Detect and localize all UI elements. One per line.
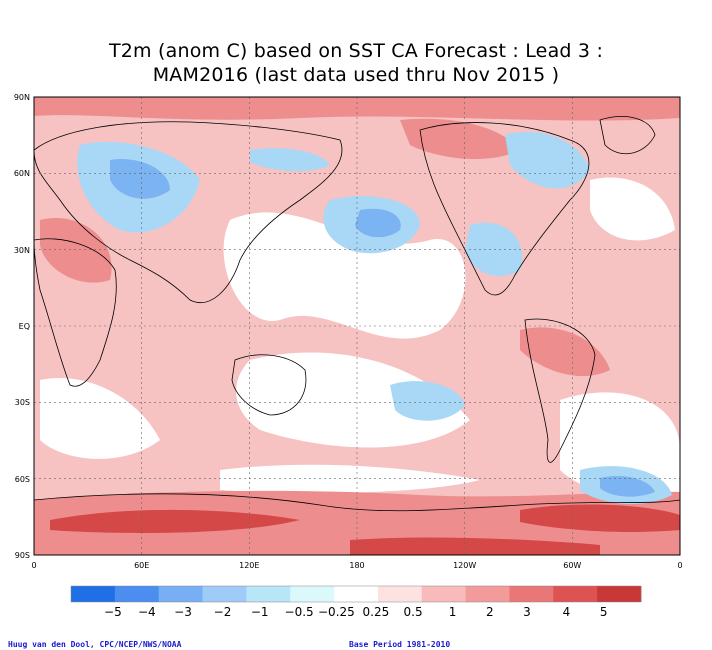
lat-tick-label: 60N xyxy=(14,169,30,178)
coastline-south-america xyxy=(524,318,596,463)
legend-label: −4 xyxy=(138,605,156,619)
coastline-greenland xyxy=(599,116,656,154)
legend-swatch xyxy=(597,586,642,602)
field-cool xyxy=(250,148,330,172)
coastlines xyxy=(34,116,680,512)
field-hot xyxy=(50,509,300,533)
field-hot xyxy=(350,537,600,555)
legend-swatch xyxy=(114,586,160,602)
legend-label: −2 xyxy=(214,605,232,619)
grid-lines xyxy=(34,97,680,555)
legend-label: 4 xyxy=(563,605,571,619)
lon-tick-label: 0 xyxy=(31,561,36,570)
title-line-1: T2m (anom C) based on SST CA Forecast : … xyxy=(108,40,604,62)
lon-axis: 0 60E 120E 180 120W 60W 0 xyxy=(31,561,682,570)
coastline-eurasia xyxy=(34,121,343,303)
map-frame xyxy=(33,96,681,556)
legend-swatches xyxy=(71,586,642,602)
field-warm xyxy=(520,327,610,377)
legend-label: −0.25 xyxy=(318,605,355,619)
legend-swatch xyxy=(71,586,116,602)
legend-swatch xyxy=(377,586,423,602)
field-cold xyxy=(600,475,655,497)
field-cold xyxy=(110,159,170,199)
field-cool xyxy=(465,222,523,277)
field-neutral xyxy=(223,212,466,339)
lat-axis: 90N 60N 30N EQ 30S 60S 90S xyxy=(14,93,30,560)
legend-swatch xyxy=(290,586,335,602)
legend-swatch xyxy=(465,586,510,602)
legend-swatch xyxy=(334,586,379,602)
legend-label: 0.25 xyxy=(363,605,390,619)
credit-base-period: Base Period 1981-2010 xyxy=(349,640,451,649)
lat-tick-label: 30S xyxy=(15,398,30,407)
lon-tick-label: 0 xyxy=(677,561,682,570)
legend-label: 0.5 xyxy=(404,605,423,619)
field-warm xyxy=(400,118,520,160)
legend-label: 2 xyxy=(486,605,494,619)
lon-tick-label: 60W xyxy=(563,561,581,570)
lat-tick-label: EQ xyxy=(19,322,30,331)
field-cool xyxy=(505,131,590,189)
field-cold xyxy=(355,208,401,238)
legend-swatch xyxy=(509,586,554,602)
lon-tick-label: 60E xyxy=(134,561,149,570)
legend-label: −3 xyxy=(174,605,192,619)
legend-swatch xyxy=(202,586,247,602)
legend-swatch xyxy=(553,586,598,602)
credit-author: Huug van den Dool, CPC/NCEP/NWS/NOAA xyxy=(8,640,182,649)
field-neutral xyxy=(236,352,470,448)
field-hot xyxy=(520,504,680,533)
coastline-australia xyxy=(231,354,307,416)
lat-tick-label: 90S xyxy=(15,551,30,560)
lon-tick-label: 180 xyxy=(349,561,364,570)
field-warm xyxy=(40,218,112,283)
field-cool xyxy=(390,381,465,421)
legend-label: −1 xyxy=(251,605,269,619)
legend-frame xyxy=(70,585,642,603)
legend-label: −5 xyxy=(104,605,122,619)
coastline-north-america xyxy=(419,122,590,296)
coastline-antarctica xyxy=(34,493,680,512)
field-neutral xyxy=(40,378,160,459)
lat-tick-label: 90N xyxy=(14,93,30,102)
lon-tick-label: 120E xyxy=(239,561,259,570)
coastline-africa xyxy=(34,238,117,387)
lon-tick-label: 120W xyxy=(453,561,476,570)
legend-label: 5 xyxy=(600,605,608,619)
lat-tick-label: 60S xyxy=(15,475,30,484)
legend-label: 3 xyxy=(523,605,531,619)
legend-label: 1 xyxy=(449,605,457,619)
legend-label: −0.5 xyxy=(285,605,314,619)
title-line-2: MAM2016 (last data used thru Nov 2015 ) xyxy=(152,64,560,86)
legend-swatch xyxy=(158,586,203,602)
lat-tick-label: 30N xyxy=(14,246,30,255)
color-legend: −5 −4 −3 −2 −1 −0.5 −0.25 0.25 0.5 1 2 3… xyxy=(70,585,642,619)
legend-swatch xyxy=(421,586,467,602)
legend-swatch xyxy=(246,586,291,602)
field-neutral xyxy=(590,177,675,241)
